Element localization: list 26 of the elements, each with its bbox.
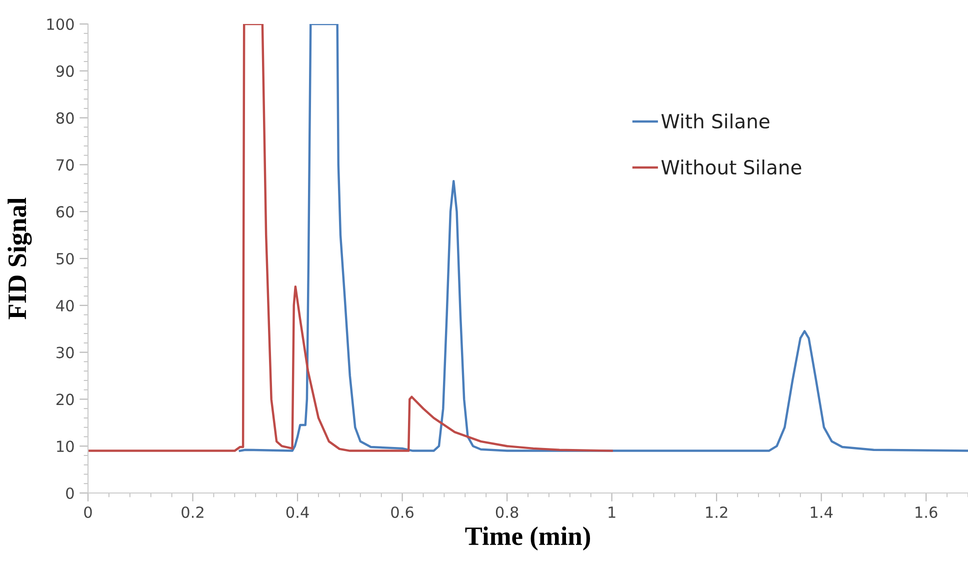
line-series [238, 24, 968, 452]
x-tick-label: 1.4 [810, 506, 833, 518]
legend-label: With Silane [661, 114, 770, 129]
x-tick-label: 0.2 [182, 506, 204, 518]
y-axis-title: FID Signal [8, 198, 32, 320]
y-tick-label: 100 [47, 18, 74, 30]
x-tick-label: 1 [608, 506, 616, 518]
legend-label: Without Silane [661, 160, 802, 175]
y-tick-label: 40 [56, 300, 74, 312]
y-tick-label: 80 [56, 112, 74, 124]
x-tick-label: 0 [84, 506, 92, 518]
x-tick-label: 0.4 [286, 506, 309, 518]
x-tick-label: 1.2 [706, 506, 728, 518]
x-axis-title: Time (min) [465, 526, 590, 550]
x-tick-label: 1.6 [916, 506, 938, 518]
y-tick-label: 50 [56, 252, 74, 265]
x-tick-label: 0.6 [391, 506, 414, 518]
y-tick-label: 60 [56, 206, 74, 218]
line-series [88, 24, 613, 452]
y-tick-label: 10 [57, 440, 74, 452]
y-tick-label: 20 [56, 394, 74, 406]
x-tick-label: 0.8 [496, 506, 518, 518]
y-tick-label: 0 [66, 487, 74, 500]
y-tick-label: 70 [56, 159, 74, 171]
y-tick-label: 30 [56, 346, 74, 358]
y-tick-label: 90 [56, 65, 74, 77]
